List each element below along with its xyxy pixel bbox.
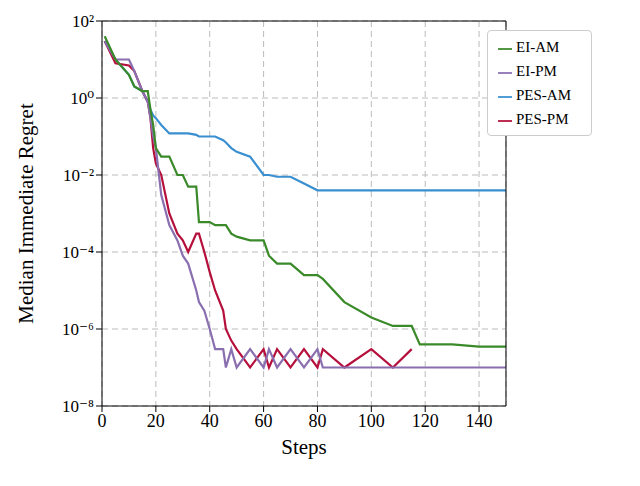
svg-text:10⁻⁶: 10⁻⁶ [62,320,94,339]
svg-text:10⁰: 10⁰ [70,89,94,108]
svg-text:10⁻²: 10⁻² [63,166,94,185]
html-text:PES-PM: PES-PM [516,111,569,127]
html-text:PES-AM: PES-AM [516,87,571,103]
svg-text:60: 60 [255,411,273,431]
svg-text:10⁻⁴: 10⁻⁴ [62,243,94,262]
svg-text:100: 100 [358,411,385,431]
svg-text:Steps: Steps [281,435,327,459]
html-text:EI-AM: EI-AM [516,39,560,55]
svg-text:40: 40 [201,411,219,431]
svg-text:0: 0 [98,411,107,431]
svg-text:120: 120 [412,411,439,431]
svg-text:140: 140 [466,411,493,431]
svg-text:20: 20 [147,411,165,431]
svg-text:Median Immediate Regret: Median Immediate Regret [14,103,38,324]
html-text:EI-PM: EI-PM [516,63,557,79]
svg-text:80: 80 [308,411,326,431]
svg-text:10⁻⁸: 10⁻⁸ [62,397,94,416]
svg-text:10²: 10² [72,12,94,31]
